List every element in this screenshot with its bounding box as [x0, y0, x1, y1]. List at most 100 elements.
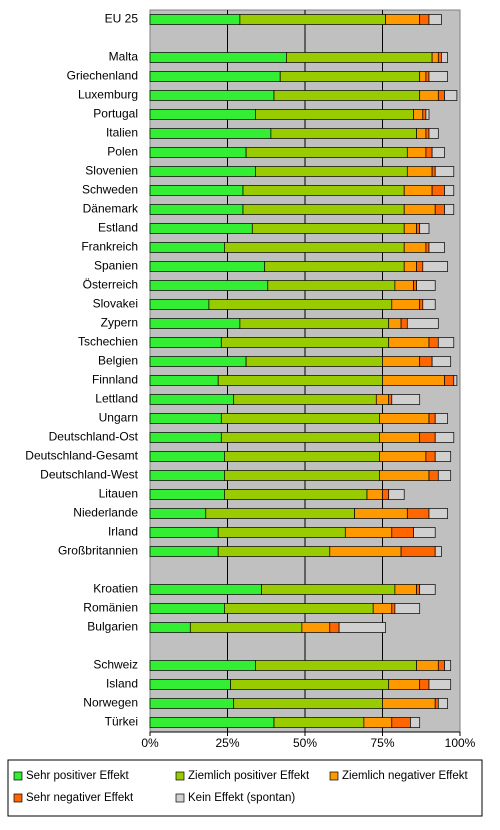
bar-segment: [273, 90, 421, 101]
bar-segment: [388, 394, 393, 405]
bar-segment: [273, 717, 365, 728]
bar-segment: [372, 603, 393, 614]
bar-segment: [217, 546, 331, 557]
bar-segment: [264, 261, 405, 272]
bar-segment: [149, 470, 225, 481]
bar-segment: [251, 223, 405, 234]
bar-segment: [428, 470, 439, 481]
bar-segment: [453, 375, 458, 386]
bar-segment: [425, 242, 430, 253]
bar-segment: [379, 470, 430, 481]
bar-segment: [149, 242, 225, 253]
bar-segment: [437, 660, 445, 671]
bar-segment: [382, 698, 436, 709]
bar-segment: [413, 527, 436, 538]
bar-segment: [205, 508, 355, 519]
bar-segment: [419, 432, 436, 443]
bar-segment: [444, 90, 458, 101]
bar-segment: [391, 394, 421, 405]
bar-segment: [149, 489, 225, 500]
bar-segment: [375, 394, 390, 405]
category-label: Österreich: [83, 278, 138, 292]
bar-segment: [255, 660, 417, 671]
bar-segment: [149, 52, 287, 63]
bar-segment: [149, 261, 266, 272]
bar-segment: [419, 223, 430, 234]
bar-segment: [434, 698, 439, 709]
bar-segment: [239, 318, 390, 329]
bar-segment: [354, 508, 408, 519]
bar-segment: [149, 280, 269, 291]
bar-segment: [437, 337, 455, 348]
bar-segment: [416, 280, 436, 291]
bar-segment: [428, 128, 439, 139]
bar-segment: [419, 299, 424, 310]
bar-segment: [149, 185, 244, 196]
category-label: Belgien: [98, 354, 138, 368]
bar-segment: [403, 223, 417, 234]
bar-segment: [416, 223, 421, 234]
category-label: Griechenland: [67, 69, 138, 83]
bar-segment: [410, 717, 421, 728]
bar-segment: [149, 717, 275, 728]
bar-segment: [416, 584, 421, 595]
category-label: Schweiz: [93, 658, 138, 672]
category-label: Frankreich: [81, 240, 138, 254]
category-label: Zypern: [101, 316, 138, 330]
bar-segment: [224, 470, 380, 481]
category-label: Italien: [106, 126, 138, 140]
legend-label: Sehr negativer Effekt: [26, 792, 134, 804]
bar-segment: [233, 698, 383, 709]
bar-segment: [242, 185, 405, 196]
bar-segment: [422, 109, 427, 120]
bar-segment: [286, 52, 433, 63]
bar-segment: [255, 166, 408, 177]
bar-segment: [403, 204, 436, 215]
bar-segment: [149, 679, 231, 690]
bar-segment: [437, 52, 442, 63]
bar-segment: [149, 204, 244, 215]
bar-segment: [428, 14, 442, 25]
bar-segment: [406, 166, 433, 177]
bar-segment: [220, 337, 390, 348]
bar-segment: [379, 451, 427, 462]
bar-segment: [261, 584, 396, 595]
category-label: Estland: [98, 221, 138, 235]
category-label: Slovakei: [93, 297, 138, 311]
bar-segment: [391, 527, 414, 538]
category-label: Niederlande: [73, 506, 138, 520]
category-label: Deutschland-West: [40, 468, 138, 482]
bar-segment: [149, 375, 219, 386]
bar-segment: [428, 679, 452, 690]
bar-segment: [149, 451, 225, 462]
bar-segment: [217, 375, 383, 386]
bar-segment: [149, 166, 256, 177]
bar-segment: [431, 185, 445, 196]
category-label: Lettland: [95, 392, 138, 406]
bar-segment: [230, 679, 390, 690]
bar-segment: [149, 109, 256, 120]
bar-segment: [419, 679, 430, 690]
category-label: Schweden: [82, 183, 138, 197]
legend-swatch: [175, 771, 185, 781]
x-tick-label: 0%: [141, 736, 159, 750]
bar-segment: [434, 546, 442, 557]
bar-segment: [422, 299, 436, 310]
bar-segment: [338, 622, 386, 633]
category-label: EU 25: [105, 12, 139, 26]
x-tick-label: 25%: [215, 736, 239, 750]
category-label: Deutschland-Ost: [49, 430, 139, 444]
bar-segment: [428, 413, 436, 424]
bar-segment: [344, 527, 393, 538]
bar-segment: [425, 147, 433, 158]
category-label: Tschechien: [78, 335, 138, 349]
bar-segment: [416, 261, 424, 272]
category-label: Ungarn: [99, 411, 138, 425]
bar-segment: [416, 660, 439, 671]
category-label: Slovenien: [85, 164, 138, 178]
bar-segment: [149, 432, 222, 443]
category-label: Norwegen: [83, 696, 138, 710]
bar-segment: [239, 14, 386, 25]
category-label: Irland: [108, 525, 138, 539]
